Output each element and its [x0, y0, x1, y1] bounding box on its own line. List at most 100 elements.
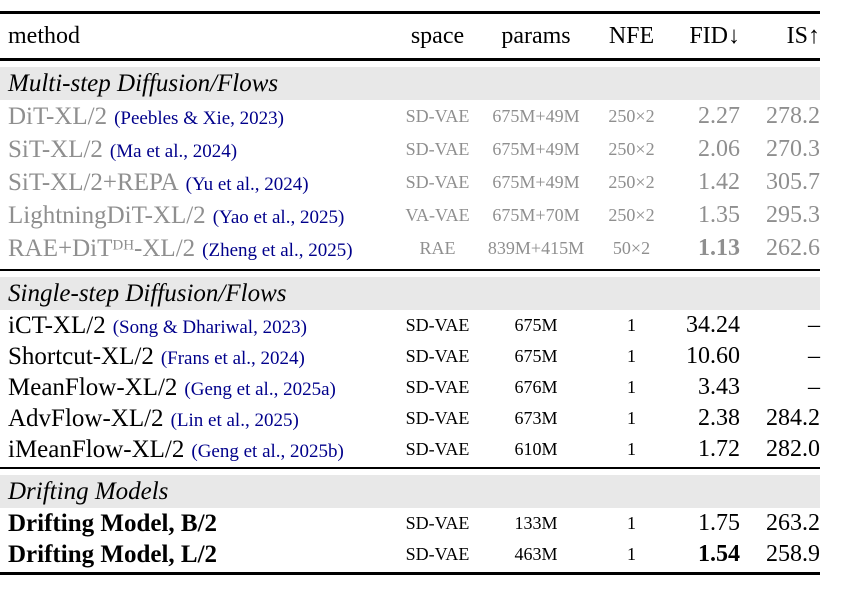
fid-cell: 10.60	[686, 343, 740, 369]
method-name: iCT-XL/2	[8, 311, 106, 339]
nfe-cell: 1	[627, 513, 636, 533]
section-title: Single-step Diffusion/Flows	[8, 279, 287, 307]
citation-link[interactable]: (Zheng et al., 2025)	[202, 239, 353, 261]
method-name: SiT-XL/2+REPA	[8, 168, 179, 196]
table-row: MeanFlow-XL/2 (Geng et al., 2025a) SD-VAE 6…	[0, 372, 820, 403]
space-cell: RAE	[419, 238, 456, 258]
fid-cell: 1.42	[698, 169, 740, 195]
method-cell: Shortcut-XL/2 (Frans et al., 2024)	[0, 343, 398, 371]
method-name: DiT-XL/2	[8, 102, 108, 130]
citation-link[interactable]: (Peebles & Xie, 2023)	[114, 107, 284, 129]
is-cell: 282.0	[766, 436, 820, 462]
space-cell: SD-VAE	[405, 139, 470, 159]
col-header-method: method	[8, 22, 80, 49]
space-cell: VA-VAE	[405, 205, 470, 225]
section-title: Drifting Models	[8, 477, 169, 505]
table-row: AdvFlow-XL/2 (Lin et al., 2025) SD-VAE 673M…	[0, 403, 820, 434]
results-table: method space params NFE FID↓ IS↑ Multi-s…	[0, 11, 820, 575]
fid-cell: 34.24	[686, 312, 740, 338]
citation-link[interactable]: (Geng et al., 2025a)	[184, 378, 336, 400]
method-name: SiT-XL/2	[8, 135, 103, 163]
table-row: SiT-XL/2 (Ma et al., 2024) SD-VAE 675M+49M 2…	[0, 133, 820, 166]
section-divider-rule	[0, 269, 820, 271]
method-cell: DiT-XL/2 (Peebles & Xie, 2023)	[0, 103, 398, 131]
section-header-band: Drifting Models	[0, 475, 820, 508]
method-cell: iMeanFlow-XL/2 (Geng et al., 2025b)	[0, 436, 398, 464]
table-row: Drifting Model, B/2 SD-VAE 133M 1 1.75 263.2	[0, 508, 820, 539]
params-cell: 675M	[514, 346, 558, 366]
fid-cell: 1.13	[698, 235, 740, 261]
space-cell: SD-VAE	[405, 346, 470, 366]
is-cell: 295.3	[766, 202, 820, 228]
nfe-cell: 250×2	[608, 139, 655, 159]
section-header-band: Multi-step Diffusion/Flows	[0, 67, 820, 100]
nfe-cell: 250×2	[608, 172, 655, 192]
citation-link[interactable]: (Yao et al., 2025)	[212, 206, 345, 228]
method-superscript: DH	[112, 237, 135, 254]
fid-cell: 1.35	[698, 202, 740, 228]
params-cell: 675M	[514, 315, 558, 335]
nfe-cell: 50×2	[612, 238, 651, 258]
section-header-band: Single-step Diffusion/Flows	[0, 277, 820, 310]
space-cell: SD-VAE	[405, 377, 470, 397]
params-cell: 839M+415M	[487, 238, 585, 258]
params-cell: 673M	[514, 408, 558, 428]
citation-link[interactable]: (Geng et al., 2025b)	[191, 440, 344, 462]
citation-link[interactable]: (Yu et al., 2024)	[185, 173, 309, 195]
method-name: RAE+DiT	[8, 234, 113, 262]
nfe-cell: 1	[627, 346, 636, 366]
params-cell: 610M	[514, 439, 558, 459]
nfe-cell: 250×2	[608, 205, 655, 225]
method-name: Drifting Model, B/2	[8, 509, 218, 537]
citation-link[interactable]: (Song & Dhariwal, 2023)	[112, 316, 307, 338]
table-bottom-rule	[0, 572, 820, 575]
citation-link[interactable]: (Lin et al., 2025)	[170, 409, 299, 431]
method-cell: Drifting Model, B/2	[0, 510, 398, 538]
params-cell: 463M	[514, 544, 558, 564]
section-divider-rule	[0, 467, 820, 469]
table-row: iMeanFlow-XL/2 (Geng et al., 2025b) SD-VAE…	[0, 434, 820, 465]
is-cell: 278.2	[766, 103, 820, 129]
table-header-rule	[0, 58, 820, 61]
is-cell: 262.6	[766, 235, 820, 261]
params-cell: 675M+49M	[492, 172, 580, 192]
method-name: Shortcut-XL/2	[8, 342, 154, 370]
fid-cell: 2.27	[698, 103, 740, 129]
method-cell: AdvFlow-XL/2 (Lin et al., 2025)	[0, 405, 398, 433]
method-name: MeanFlow-XL/2	[8, 373, 178, 401]
fid-cell: 1.54	[698, 541, 740, 567]
method-cell: MeanFlow-XL/2 (Geng et al., 2025a)	[0, 374, 398, 402]
params-cell: 675M+49M	[492, 139, 580, 159]
fid-cell: 1.72	[698, 436, 740, 462]
is-cell: 263.2	[766, 510, 820, 536]
fid-cell: 3.43	[698, 374, 740, 400]
method-cell: SiT-XL/2 (Ma et al., 2024)	[0, 136, 398, 164]
method-name: Drifting Model, L/2	[8, 540, 218, 568]
table-body: Multi-step Diffusion/Flows DiT-XL/2 (Peebl…	[0, 67, 820, 570]
method-name: iMeanFlow-XL/2	[8, 435, 185, 463]
space-cell: SD-VAE	[405, 513, 470, 533]
table-row: RAE+DiTDH-XL/2 (Zheng et al., 2025) RAE 839…	[0, 232, 820, 265]
params-cell: 675M+49M	[492, 106, 580, 126]
table-row: SiT-XL/2+REPA (Yu et al., 2024) SD-VAE 675M…	[0, 166, 820, 199]
nfe-cell: 1	[627, 544, 636, 564]
table-row: iCT-XL/2 (Song & Dhariwal, 2023) SD-VAE 675…	[0, 310, 820, 341]
method-cell: RAE+DiTDH-XL/2 (Zheng et al., 2025)	[0, 235, 398, 263]
is-cell: –	[808, 343, 820, 369]
params-cell: 676M	[514, 377, 558, 397]
is-cell: 258.9	[766, 541, 820, 567]
col-header-nfe: NFE	[608, 22, 655, 49]
method-cell: SiT-XL/2+REPA (Yu et al., 2024)	[0, 169, 398, 197]
col-header-fid: FID↓	[689, 22, 740, 49]
method-name: AdvFlow-XL/2	[8, 404, 164, 432]
table-top-rule	[0, 11, 820, 14]
nfe-cell: 1	[627, 439, 636, 459]
citation-link[interactable]: (Frans et al., 2024)	[160, 347, 305, 369]
nfe-cell: 1	[627, 315, 636, 335]
table-row: Shortcut-XL/2 (Frans et al., 2024) SD-VAE 6…	[0, 341, 820, 372]
space-cell: SD-VAE	[405, 439, 470, 459]
citation-link[interactable]: (Ma et al., 2024)	[109, 140, 238, 162]
params-cell: 675M+70M	[492, 205, 580, 225]
fid-cell: 1.75	[698, 510, 740, 536]
table-row: DiT-XL/2 (Peebles & Xie, 2023) SD-VAE 675M+…	[0, 100, 820, 133]
